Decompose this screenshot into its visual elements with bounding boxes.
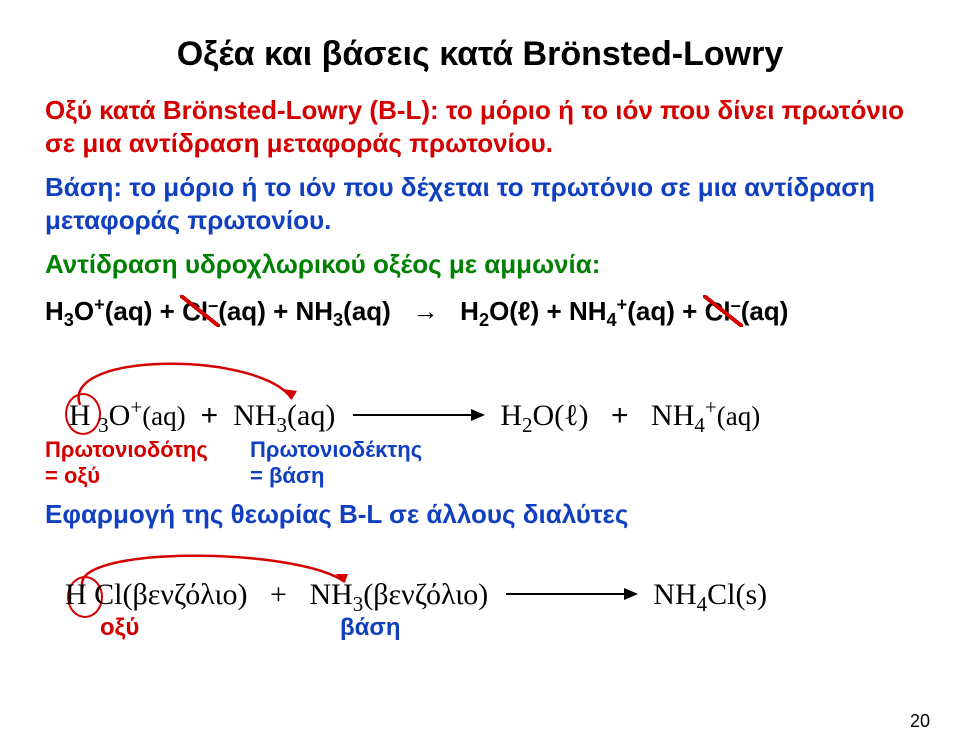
definition-base: Βάση: το μόριο ή το ιόν που δέχεται το π… — [45, 171, 915, 236]
proton-transfer-diagram: H 3O+(aq) + NH3(aq) H2O(ℓ) + NH4+(aq) Πρ… — [45, 359, 915, 489]
eq-text: H3O+(aq) + Cl–(aq) + NH3(aq) → H2O(ℓ) + … — [45, 296, 788, 326]
benzene-reaction-diagram: H Cl(βενζόλιο) + NH3(βενζόλιο) NH4Cl(s) … — [45, 552, 915, 642]
reaction-intro: Αντίδραση υδροχλωρικού οξέος με αμμωνία: — [45, 248, 915, 281]
page-number: 20 — [910, 711, 930, 732]
base-label-2: βάση — [340, 614, 400, 642]
donor-label: Πρωτονιοδότης= οξύ — [45, 437, 208, 488]
net-reaction-2: H Cl(βενζόλιο) + NH3(βενζόλιο) NH4Cl(s) — [65, 578, 767, 617]
spectator-cl-left: Cl– — [182, 295, 218, 328]
reaction-arrow-icon — [353, 414, 483, 416]
acid-label-2: οξύ — [100, 614, 139, 642]
page-title: Οξέα και βάσεις κατά Brönsted-Lowry — [45, 35, 915, 74]
spectator-cl-right: Cl– — [705, 295, 741, 328]
acceptor-label: Πρωτονιοδέκτης= βάση — [250, 437, 422, 488]
other-solvents-heading: Εφαρμογή της θεωρίας B-L σε άλλους διαλύ… — [45, 499, 915, 530]
definition-acid: Οξύ κατά Brönsted-Lowry (B-L): το μόριο … — [45, 94, 915, 159]
net-reaction-1: H 3O+(aq) + NH3(aq) H2O(ℓ) + NH4+(aq) — [69, 395, 760, 438]
ionic-equation: H3O+(aq) + Cl–(aq) + NH3(aq) → H2O(ℓ) + … — [45, 295, 915, 332]
reaction-arrow-2-icon — [506, 593, 636, 595]
